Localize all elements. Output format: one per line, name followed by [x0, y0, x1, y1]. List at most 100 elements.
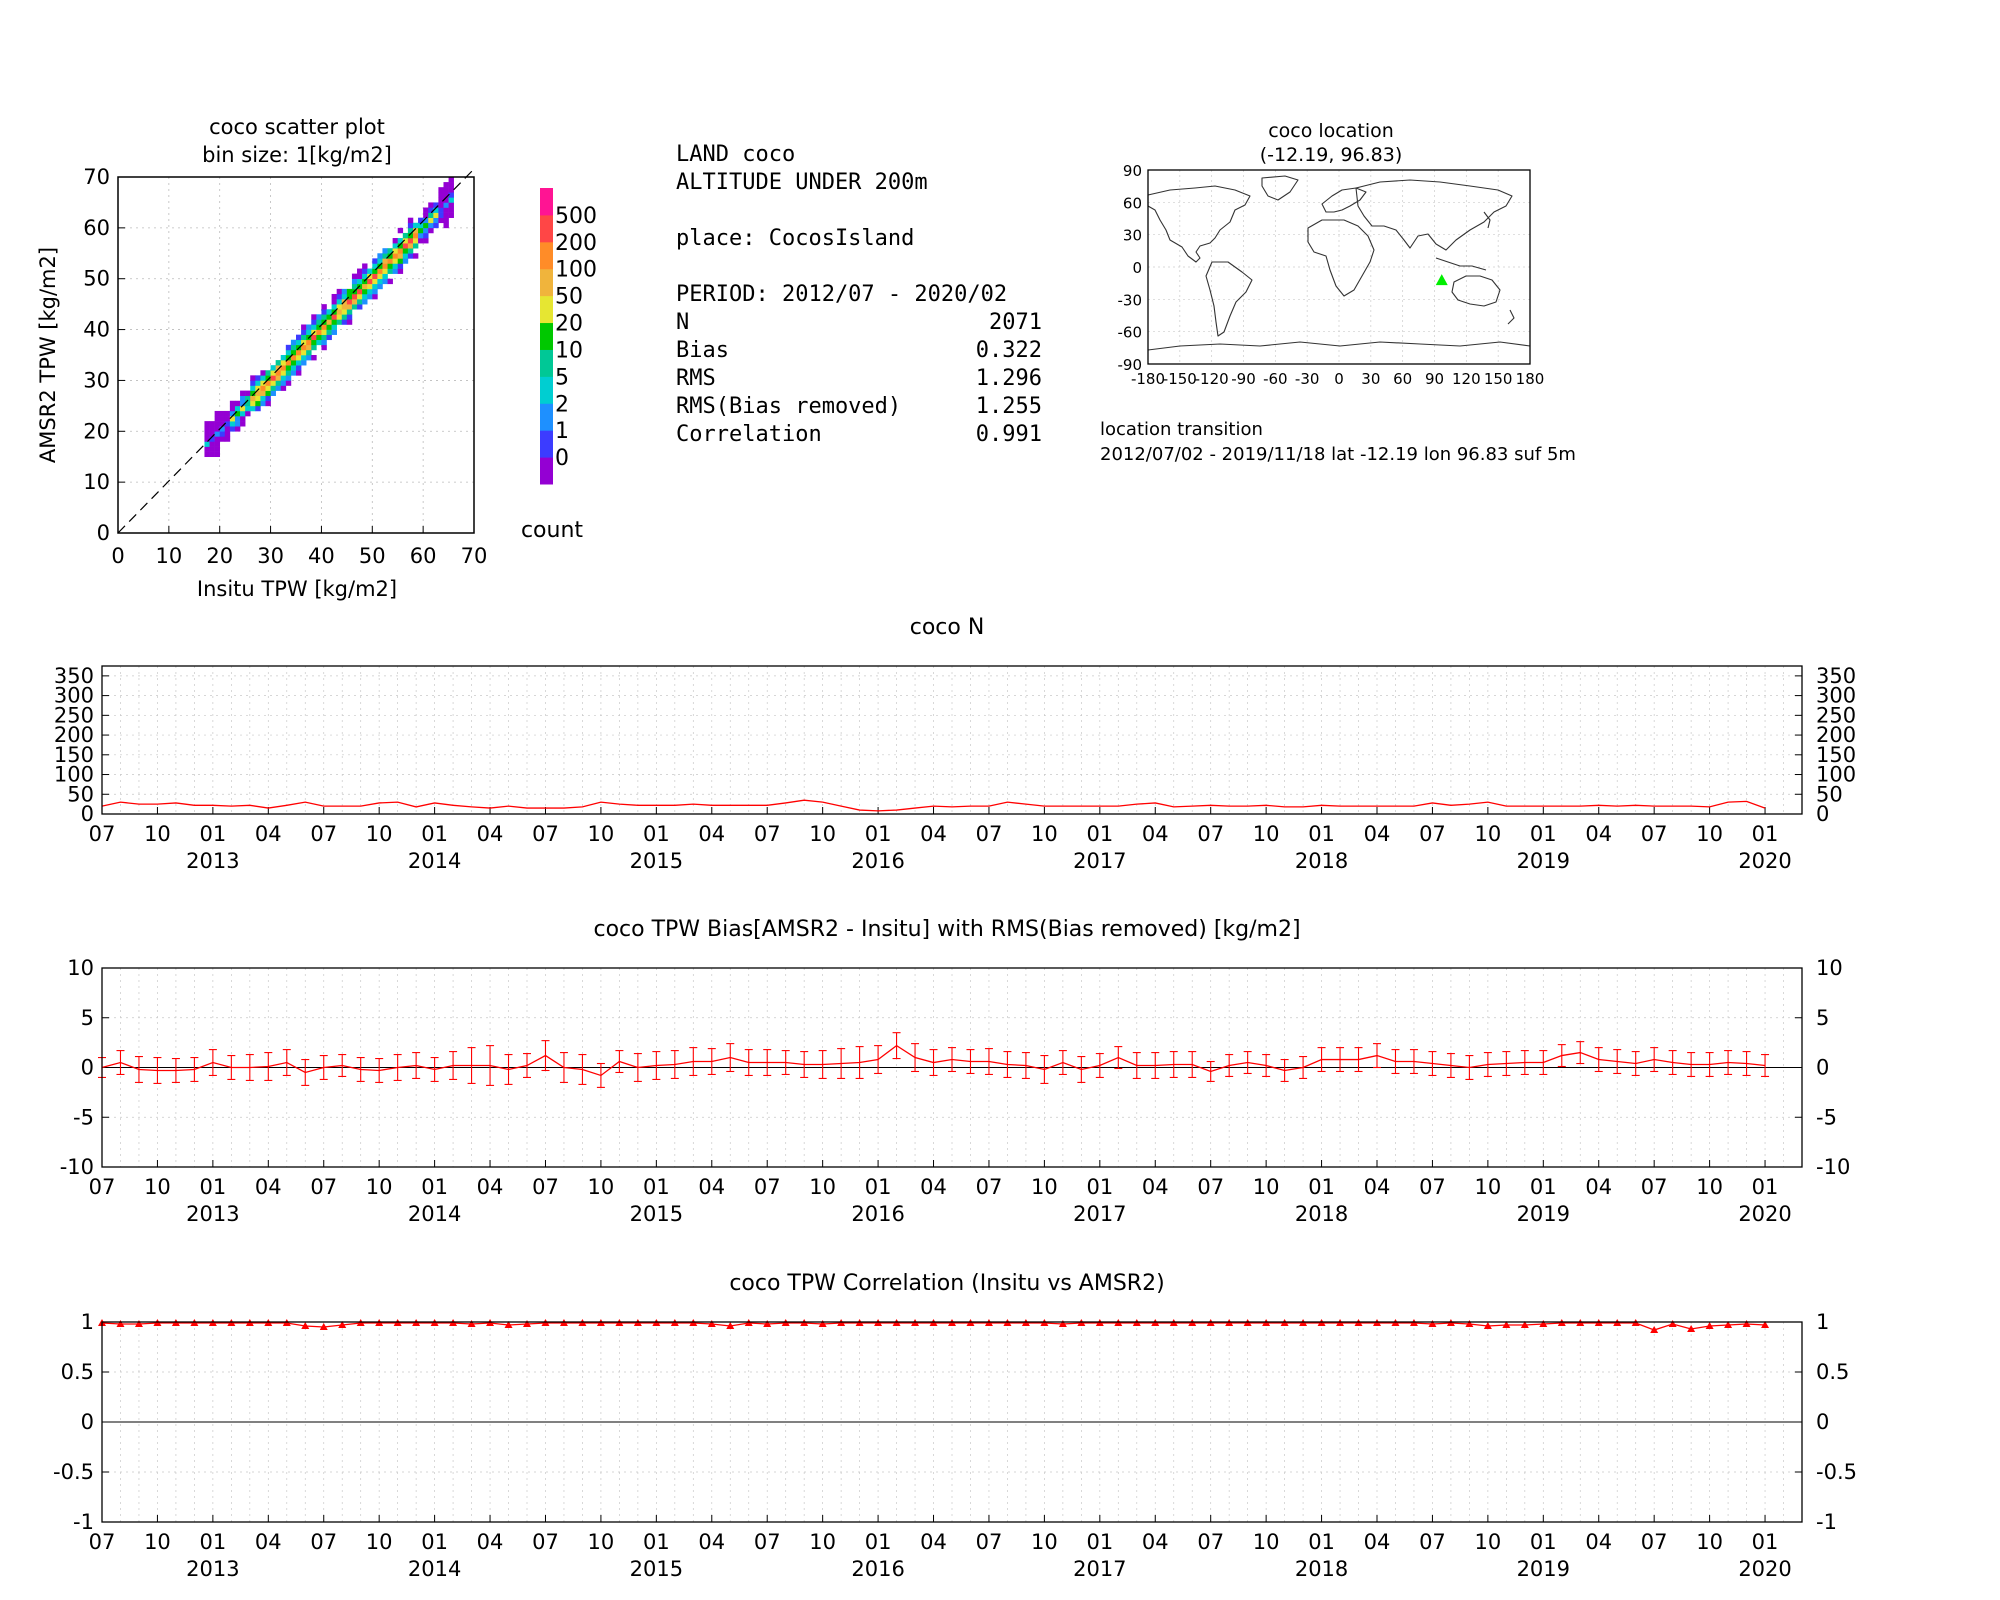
correlation-point: [1761, 1321, 1770, 1328]
map-xtick-label: 0: [1334, 370, 1344, 388]
map-ytick-label: 0: [1132, 259, 1142, 277]
scatter-bin: [377, 258, 383, 264]
scatter-bin: [245, 400, 251, 407]
scatter-bin: [443, 212, 449, 218]
scatter-bin: [285, 344, 292, 351]
scatter-bin: [275, 370, 282, 376]
scatter-bin: [433, 202, 439, 208]
month-tick-label: 04: [1364, 1530, 1391, 1554]
scatter-bin: [397, 253, 404, 259]
year-tick-label: 2016: [851, 849, 904, 873]
scatter-bin: [214, 410, 221, 417]
correlation-point: [1668, 1320, 1677, 1327]
scatter-bin: [224, 416, 231, 422]
scatter-bin: [433, 212, 439, 218]
scatter-bin: [301, 334, 307, 341]
scatter-bin: [296, 360, 302, 366]
scatter-bin: [275, 380, 282, 386]
correlation-point: [818, 1320, 827, 1327]
scatter-bin: [234, 405, 241, 412]
ytick-label-left: 0: [81, 1410, 94, 1434]
correlation-point: [523, 1320, 531, 1327]
month-tick-label: 10: [1475, 822, 1502, 846]
station-marker: [1435, 274, 1448, 286]
month-tick-label: 07: [754, 1175, 781, 1199]
map-ytick-label: 30: [1123, 227, 1142, 245]
scatter-bin: [387, 258, 393, 264]
scatter-bin: [311, 314, 317, 320]
scatter-bin: [234, 410, 241, 417]
scatter-bins: [204, 177, 454, 458]
scatter-bin: [372, 263, 378, 269]
month-tick-label: 10: [588, 1530, 615, 1554]
month-tick-label: 07: [532, 1175, 559, 1199]
scatter-bin: [407, 227, 414, 234]
scatter-bin: [219, 416, 226, 422]
scatter-bin: [316, 319, 322, 325]
transition-title: location transition: [1100, 419, 1263, 440]
scatter-bin: [443, 217, 449, 224]
month-tick-label: 04: [920, 822, 947, 846]
scatter-bin: [341, 319, 348, 325]
info-stat-label: RMS: [676, 366, 716, 391]
scatter-bin: [336, 319, 343, 325]
scatter-bin: [407, 222, 414, 229]
scatter-bin: [240, 410, 246, 417]
map-panel: coco location (-12.19, 96.83): [1100, 120, 1576, 465]
month-tick-label: 01: [1086, 1530, 1113, 1554]
scatter-ytick-label: 70: [83, 165, 110, 189]
month-tick-label: 04: [1142, 1530, 1169, 1554]
scatter-bin: [377, 278, 383, 285]
scatter-bin: [290, 365, 297, 371]
scatter-bin: [362, 263, 368, 269]
year-tick-label: 2018: [1295, 1202, 1348, 1226]
scatter-bin: [407, 238, 414, 244]
scatter-bin: [418, 232, 424, 239]
month-tick-label: 07: [1197, 822, 1224, 846]
scatter-bin: [392, 238, 399, 244]
scatter-ytick-label: 60: [83, 216, 110, 240]
scatter-bin: [397, 248, 404, 254]
month-tick-label: 01: [1530, 1175, 1557, 1199]
info-stat-value: 0.322: [976, 338, 1042, 363]
colorbar-tick-label: 50: [555, 285, 583, 310]
month-tick-label: 04: [1585, 1530, 1612, 1554]
scatter-bin: [245, 405, 251, 412]
ytick-label-left: 0: [81, 802, 94, 826]
scatter-bin: [326, 334, 332, 341]
scatter-bin: [407, 248, 414, 254]
ytick-label-right: 0: [1816, 1056, 1829, 1080]
scatter-bin: [250, 380, 256, 386]
scatter-bin: [321, 344, 327, 351]
n-chart-title: coco N: [910, 615, 985, 640]
month-tick-label: 01: [1530, 1530, 1557, 1554]
month-tick-label: 04: [1585, 1175, 1612, 1199]
month-tick-label: 07: [89, 1175, 116, 1199]
month-tick-label: 10: [144, 822, 171, 846]
month-tick-label: 01: [421, 1530, 448, 1554]
correlation-point: [1705, 1322, 1714, 1329]
scatter-bin: [285, 380, 292, 386]
scatter-bin: [204, 451, 210, 458]
scatter-bin: [392, 263, 399, 269]
scatter-bin: [306, 344, 312, 351]
month-tick-label: 07: [1419, 1175, 1446, 1199]
scatter-ytick-label: 40: [83, 318, 110, 342]
scatter-xtick-label: 40: [308, 544, 335, 568]
scatter-bin: [372, 288, 378, 295]
scatter-bin: [311, 334, 317, 341]
scatter-bin: [433, 207, 439, 213]
map-xtick-label: 30: [1361, 370, 1380, 388]
year-tick-label: 2013: [186, 1557, 239, 1581]
scatter-bin: [280, 370, 287, 376]
scatter-bin: [362, 268, 368, 274]
month-tick-label: 10: [809, 1530, 836, 1554]
scatter-bin: [346, 288, 353, 295]
month-tick-label: 07: [1641, 822, 1668, 846]
scatter-bin: [326, 329, 332, 335]
scatter-bin: [392, 253, 399, 259]
map-xtick-label: -180: [1131, 370, 1165, 388]
correlation-point: [1058, 1320, 1067, 1327]
scatter-bin: [331, 324, 337, 330]
scatter-bin: [265, 370, 271, 376]
